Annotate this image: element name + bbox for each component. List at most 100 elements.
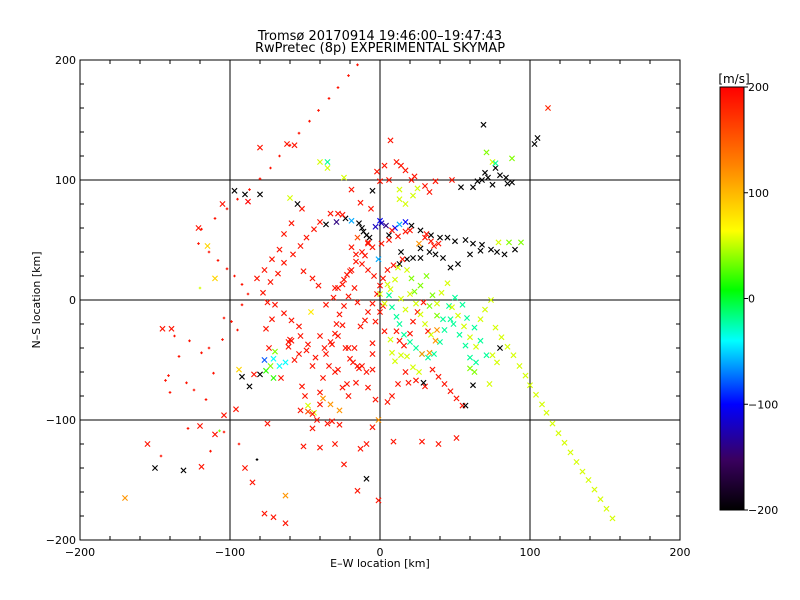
- data-point-x: [404, 256, 410, 263]
- data-point-x: [417, 255, 424, 261]
- data-point-plus: [255, 458, 259, 461]
- data-point-x: [378, 220, 385, 227]
- data-point-plus: [269, 166, 272, 170]
- data-point-x: [221, 412, 227, 419]
- data-point-x: [492, 160, 499, 167]
- data-point-x: [381, 328, 388, 335]
- data-point-x: [341, 174, 347, 181]
- data-point-x: [494, 249, 500, 255]
- data-point-x: [381, 300, 388, 307]
- data-point-x: [275, 270, 281, 277]
- data-point-x: [195, 225, 202, 231]
- data-point-x: [387, 336, 394, 343]
- data-point-x: [410, 192, 416, 199]
- data-point-x: [276, 363, 283, 369]
- data-point-x: [543, 409, 550, 416]
- data-point-x: [204, 243, 211, 249]
- x-axis-label: E–W location [km]: [330, 557, 430, 570]
- data-point-x: [591, 486, 598, 493]
- data-point-x: [323, 351, 329, 357]
- data-point-x: [480, 121, 487, 128]
- data-point-x: [441, 381, 448, 387]
- data-point-x: [335, 285, 341, 291]
- data-point-x: [365, 240, 371, 247]
- data-point-x: [281, 231, 287, 237]
- data-point-x: [395, 233, 401, 240]
- data-point-x: [212, 275, 218, 282]
- data-point-x: [440, 255, 446, 261]
- data-point-x: [309, 363, 316, 369]
- data-point-x: [452, 294, 458, 301]
- data-point-x: [390, 262, 397, 269]
- data-point-x: [335, 210, 341, 217]
- data-point-x: [261, 267, 268, 273]
- data-point-x: [471, 369, 478, 375]
- data-point-x: [417, 282, 424, 289]
- data-point-plus: [218, 429, 221, 433]
- data-point-plus: [177, 355, 181, 358]
- data-point-x: [396, 196, 403, 203]
- data-point-x: [396, 321, 403, 327]
- data-point-x: [231, 187, 238, 194]
- x-tick-label: −200: [65, 546, 95, 559]
- data-point-x: [288, 317, 295, 324]
- data-point-x: [531, 141, 538, 147]
- data-point-x: [267, 363, 274, 369]
- data-point-x: [455, 261, 461, 267]
- data-point-x: [327, 401, 334, 408]
- data-point-x: [428, 232, 434, 239]
- data-point-x: [359, 261, 365, 267]
- data-point-x: [398, 295, 404, 302]
- data-point-plus: [159, 454, 163, 458]
- x-tick-label: 0: [377, 546, 384, 559]
- data-point-plus: [197, 242, 200, 245]
- data-point-x: [497, 345, 503, 351]
- y-tick-label: 0: [69, 294, 76, 307]
- data-point-x: [350, 359, 356, 366]
- data-point-x: [392, 358, 398, 365]
- data-point-plus: [225, 267, 229, 271]
- data-point-x: [387, 137, 394, 144]
- data-point-x: [299, 205, 305, 212]
- data-point-x: [426, 303, 433, 309]
- data-point-x: [317, 401, 323, 408]
- data-point-x: [339, 211, 346, 218]
- data-point-x: [326, 363, 332, 369]
- data-point-x: [291, 142, 298, 149]
- data-point-x: [339, 384, 346, 391]
- data-point-x: [272, 348, 278, 355]
- data-point-x: [396, 261, 403, 267]
- data-point-x: [384, 399, 391, 405]
- data-point-x: [489, 352, 496, 359]
- data-point-plus: [240, 303, 244, 307]
- data-point-x: [470, 184, 476, 191]
- data-point-x: [603, 505, 610, 512]
- data-point-x: [315, 282, 322, 289]
- data-point-x: [354, 487, 361, 494]
- data-point-x: [512, 246, 518, 253]
- data-point-x: [320, 375, 326, 381]
- data-point-x: [353, 258, 359, 265]
- data-point-x: [336, 407, 343, 414]
- data-point-x: [356, 365, 362, 372]
- data-point-x: [444, 280, 451, 287]
- data-point-plus: [167, 374, 170, 377]
- data-point-x: [498, 334, 505, 341]
- data-point-x: [488, 246, 494, 253]
- data-point-x: [365, 309, 371, 315]
- data-point-x: [251, 371, 257, 378]
- data-point-x: [447, 316, 454, 323]
- data-point-x: [404, 353, 410, 360]
- data-point-x: [477, 337, 484, 344]
- data-point-x: [261, 357, 268, 363]
- data-point-x: [437, 339, 443, 345]
- data-point-x: [362, 317, 368, 324]
- data-point-x: [333, 219, 340, 225]
- data-point-x: [432, 337, 439, 344]
- data-point-x: [437, 234, 443, 241]
- data-point-x: [402, 369, 409, 375]
- data-point-x: [212, 431, 218, 438]
- data-point-x: [402, 167, 409, 174]
- data-point-x: [408, 275, 415, 282]
- data-point-x: [467, 354, 473, 361]
